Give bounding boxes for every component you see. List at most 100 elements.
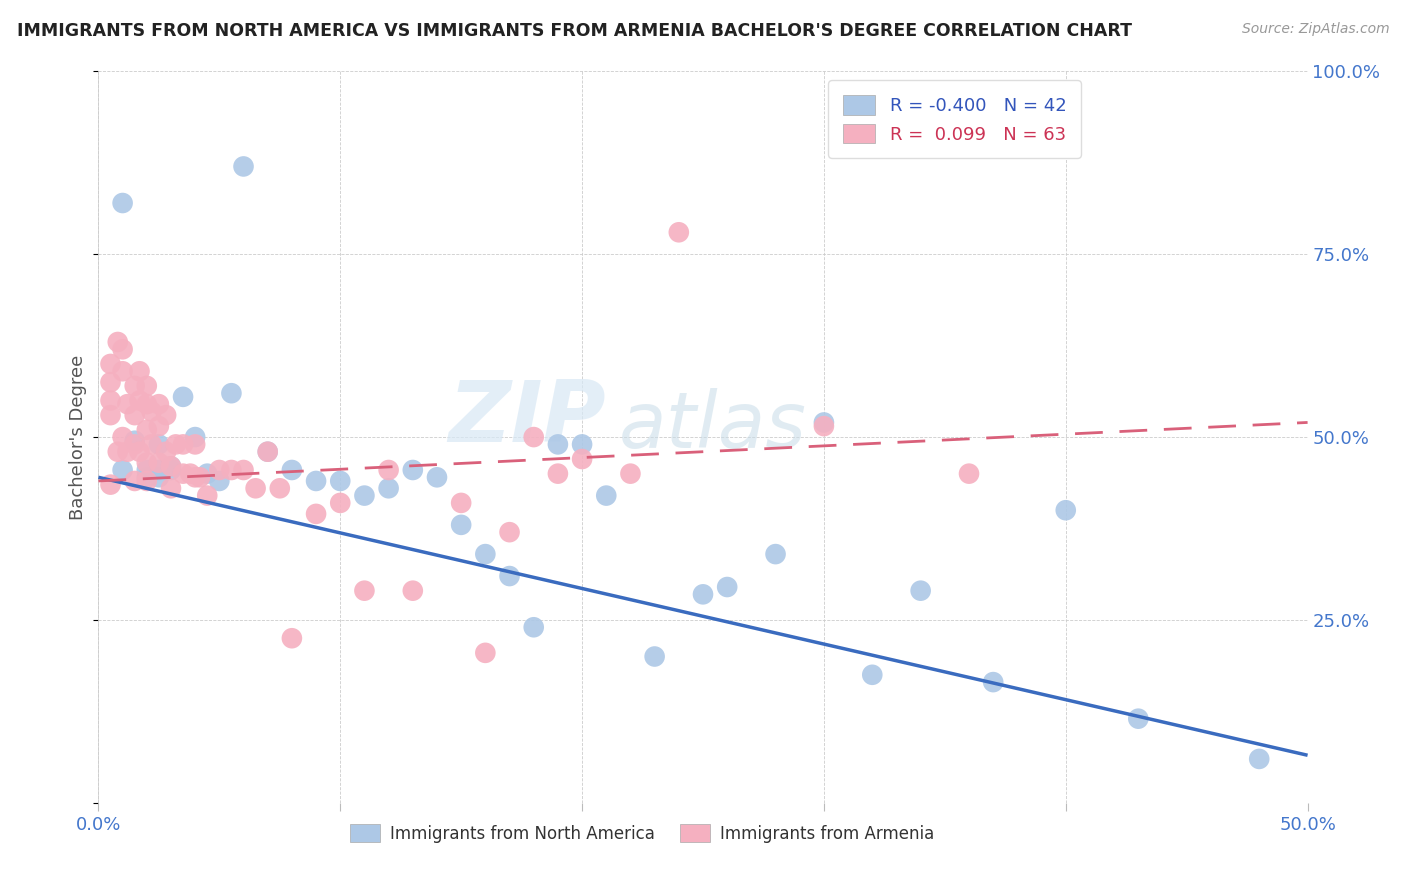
- Point: [165, 437, 187, 451]
- Legend: Immigrants from North America, Immigrants from Armenia: Immigrants from North America, Immigrant…: [344, 817, 941, 849]
- Point: [160, 463, 183, 477]
- Point: [135, 463, 157, 477]
- Point: [402, 583, 425, 598]
- Point: [188, 470, 211, 484]
- Point: [1054, 503, 1077, 517]
- Point: [128, 393, 150, 408]
- Point: [498, 525, 520, 540]
- Point: [100, 376, 122, 390]
- Point: [100, 477, 122, 491]
- Point: [100, 357, 122, 371]
- Point: [281, 632, 304, 646]
- Point: [135, 379, 157, 393]
- Point: [1128, 712, 1150, 726]
- Point: [305, 507, 328, 521]
- Point: [269, 481, 291, 495]
- Point: [128, 364, 150, 378]
- Point: [195, 467, 218, 481]
- Point: [148, 437, 170, 451]
- Point: [232, 463, 254, 477]
- Point: [547, 437, 569, 451]
- Point: [208, 463, 231, 477]
- Point: [160, 459, 183, 474]
- Point: [179, 467, 201, 481]
- Point: [184, 470, 207, 484]
- Point: [155, 444, 177, 458]
- Point: [124, 437, 146, 451]
- Point: [716, 580, 738, 594]
- Point: [111, 463, 134, 477]
- Point: [107, 444, 129, 458]
- Point: [571, 452, 593, 467]
- Point: [124, 379, 146, 393]
- Point: [124, 434, 146, 448]
- Point: [111, 196, 134, 211]
- Point: [860, 667, 883, 681]
- Point: [910, 583, 932, 598]
- Y-axis label: Bachelor's Degree: Bachelor's Degree: [69, 354, 87, 520]
- Point: [619, 467, 641, 481]
- Point: [107, 334, 129, 349]
- Point: [981, 675, 1004, 690]
- Point: [402, 463, 425, 477]
- Point: [426, 470, 449, 484]
- Point: [474, 547, 496, 561]
- Text: IMMIGRANTS FROM NORTH AMERICA VS IMMIGRANTS FROM ARMENIA BACHELOR'S DEGREE CORRE: IMMIGRANTS FROM NORTH AMERICA VS IMMIGRA…: [17, 22, 1132, 40]
- Point: [692, 587, 714, 601]
- Text: Source: ZipAtlas.com: Source: ZipAtlas.com: [1241, 22, 1389, 37]
- Point: [117, 397, 139, 411]
- Point: [111, 364, 134, 378]
- Point: [474, 646, 496, 660]
- Point: [141, 437, 163, 451]
- Point: [160, 459, 183, 474]
- Point: [256, 444, 278, 458]
- Point: [111, 343, 134, 357]
- Point: [221, 463, 243, 477]
- Point: [498, 569, 520, 583]
- Point: [450, 496, 472, 510]
- Point: [523, 620, 546, 634]
- Point: [128, 444, 150, 458]
- Point: [668, 225, 690, 239]
- Point: [377, 463, 399, 477]
- Point: [353, 489, 375, 503]
- Point: [281, 463, 304, 477]
- Point: [160, 481, 183, 495]
- Text: atlas: atlas: [619, 388, 806, 464]
- Point: [135, 470, 157, 484]
- Text: ZIP: ZIP: [449, 377, 606, 460]
- Point: [644, 649, 666, 664]
- Point: [148, 463, 170, 477]
- Point: [148, 397, 170, 411]
- Point: [245, 481, 267, 495]
- Point: [813, 416, 835, 430]
- Point: [184, 430, 207, 444]
- Point: [148, 419, 170, 434]
- Point: [208, 474, 231, 488]
- Point: [124, 408, 146, 422]
- Point: [256, 444, 278, 458]
- Point: [305, 474, 328, 488]
- Point: [100, 393, 122, 408]
- Point: [329, 474, 352, 488]
- Point: [377, 481, 399, 495]
- Point: [232, 160, 254, 174]
- Point: [117, 444, 139, 458]
- Point: [135, 474, 157, 488]
- Point: [221, 386, 243, 401]
- Point: [1249, 752, 1271, 766]
- Point: [124, 474, 146, 488]
- Point: [595, 489, 617, 503]
- Point: [765, 547, 787, 561]
- Point: [195, 489, 218, 503]
- Point: [184, 437, 207, 451]
- Point: [148, 470, 170, 484]
- Point: [547, 467, 569, 481]
- Point: [353, 583, 375, 598]
- Point: [135, 397, 157, 411]
- Point: [172, 437, 194, 451]
- Point: [957, 467, 980, 481]
- Point: [155, 408, 177, 422]
- Point: [172, 467, 194, 481]
- Point: [100, 408, 122, 422]
